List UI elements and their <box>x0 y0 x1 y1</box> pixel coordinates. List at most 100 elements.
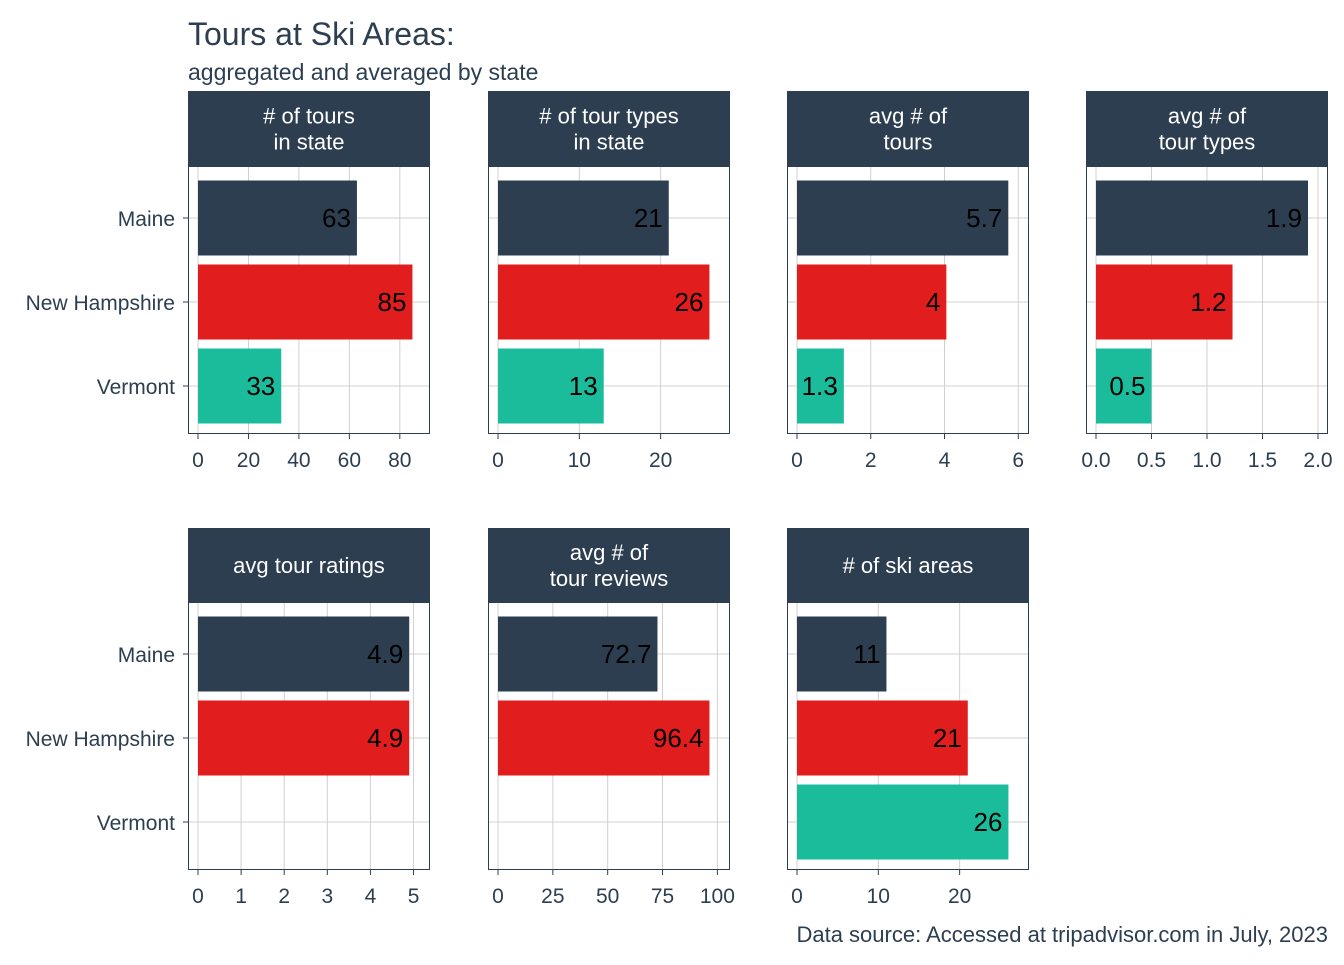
facet-strip <box>488 91 730 166</box>
x-tick-label: 75 <box>651 885 674 908</box>
x-tick-label: 10 <box>867 885 890 908</box>
facet-strip-label: tour reviews <box>550 566 669 591</box>
facet-panel: # of ski areas 11 21 26 0 10 20 <box>787 528 1029 908</box>
x-tick-label: 4 <box>365 885 377 908</box>
x-tick-label: 5 <box>408 885 420 908</box>
y-tick-label: Maine <box>118 208 175 231</box>
facet-panel: avg tour ratings 4.9 4.9 0 1 2 3 4 5 Maine New Ham… <box>26 528 430 908</box>
bar-value-label: 4.9 <box>367 639 403 669</box>
x-tick-label: 50 <box>596 885 619 908</box>
facet-strip <box>1086 91 1328 166</box>
facet-strip-label: in state <box>274 130 345 155</box>
bar <box>1096 180 1309 256</box>
bar-value-label: 1.3 <box>802 371 838 401</box>
y-tick-label: Vermont <box>97 376 175 399</box>
bar-value-label: 0.5 <box>1109 371 1145 401</box>
facet-strip-label: tours <box>884 130 933 155</box>
facet-strip-label: tour types <box>1159 130 1256 155</box>
chart-caption: Data source: Accessed at tripadvisor.com… <box>796 922 1328 947</box>
x-tick-label: 0 <box>192 449 204 472</box>
facet-strip <box>188 91 430 166</box>
bar-value-label: 96.4 <box>653 723 704 753</box>
facet-strip-label: avg # of <box>570 540 649 565</box>
x-tick-label: 0 <box>791 449 803 472</box>
y-tick-label: Maine <box>118 644 175 667</box>
bar <box>797 700 968 776</box>
chart-subtitle: aggregated and averaged by state <box>188 59 538 85</box>
bar <box>498 348 604 424</box>
bar-value-label: 26 <box>675 287 704 317</box>
panel-border <box>787 602 1029 870</box>
y-tick-label: Vermont <box>97 812 175 835</box>
x-tick-label: 0 <box>791 885 803 908</box>
x-tick-label: 3 <box>321 885 333 908</box>
bar-value-label: 33 <box>246 371 275 401</box>
chart-title: Tours at Ski Areas: <box>188 16 455 52</box>
bar <box>797 616 887 692</box>
panel-border <box>1086 166 1328 434</box>
bar-value-label: 13 <box>569 371 598 401</box>
x-tick-label: 0.0 <box>1081 449 1110 472</box>
bar-value-label: 5.7 <box>966 203 1002 233</box>
x-tick-label: 10 <box>568 449 591 472</box>
panel-border <box>188 166 430 434</box>
x-tick-label: 20 <box>237 449 260 472</box>
y-tick-label: New Hampshire <box>26 292 175 315</box>
bar <box>797 784 1009 860</box>
facet-strip-label: avg # of <box>1168 104 1247 129</box>
bar <box>797 264 947 340</box>
x-tick-label: 2 <box>278 885 290 908</box>
bar-value-label: 85 <box>378 287 407 317</box>
y-tick-label: New Hampshire <box>26 728 175 751</box>
facet-strip <box>488 528 730 602</box>
bar-value-label: 11 <box>853 639 880 669</box>
bar <box>198 264 413 340</box>
facet-strip-label: in state <box>574 130 645 155</box>
bar <box>1096 264 1233 340</box>
panel-border <box>488 166 730 434</box>
x-tick-label: 0 <box>492 449 504 472</box>
bar-value-label: 72.7 <box>601 639 652 669</box>
panel-border <box>787 166 1029 434</box>
x-tick-label: 40 <box>287 449 310 472</box>
x-tick-label: 1 <box>235 885 247 908</box>
facet-strip-label: # of tour types <box>539 104 678 129</box>
x-tick-label: 60 <box>338 449 361 472</box>
bar <box>498 700 710 776</box>
bar <box>797 180 1009 256</box>
x-tick-label: 4 <box>939 449 951 472</box>
x-tick-label: 0.5 <box>1137 449 1166 472</box>
x-tick-label: 6 <box>1012 449 1024 472</box>
x-tick-label: 1.5 <box>1248 449 1277 472</box>
facet-strip-label: # of tours <box>263 104 355 129</box>
facet-strip <box>787 528 1029 602</box>
bar <box>198 348 282 424</box>
x-tick-label: 20 <box>649 449 672 472</box>
x-tick-label: 25 <box>541 885 564 908</box>
bar-value-label: 63 <box>322 203 351 233</box>
x-tick-label: 100 <box>700 885 735 908</box>
bar <box>498 616 658 692</box>
facet-strip-label: avg tour ratings <box>233 553 385 578</box>
panel-border <box>188 602 430 870</box>
bar-value-label: 4.9 <box>367 723 403 753</box>
x-tick-label: 2.0 <box>1303 449 1332 472</box>
x-tick-label: 20 <box>948 885 971 908</box>
facet-strip-label: avg # of <box>869 104 948 129</box>
x-tick-label: 0 <box>192 885 204 908</box>
bar-value-label: 26 <box>974 807 1003 837</box>
bar-value-label: 21 <box>933 723 962 753</box>
panel-border <box>488 602 730 870</box>
bar <box>498 264 710 340</box>
bar-value-label: 21 <box>634 203 663 233</box>
bar <box>198 180 357 256</box>
facet-strip-label: # of ski areas <box>843 553 974 578</box>
